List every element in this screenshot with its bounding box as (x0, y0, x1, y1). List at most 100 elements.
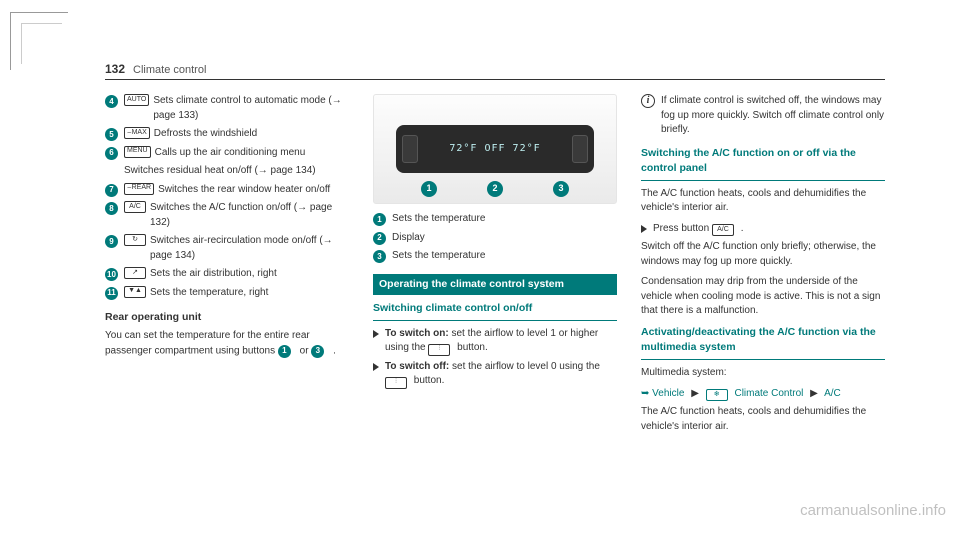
bullet-10: 10 (105, 268, 118, 281)
airflow-icon: ⫶ (428, 344, 450, 356)
text: set the airflow to level 0 using the (452, 361, 600, 372)
callout-2: 2 (487, 181, 503, 197)
divider (373, 320, 617, 321)
ac-icon: A/C (712, 224, 734, 236)
text: or (300, 345, 312, 356)
ac-panel-text: The A/C function heats, cools and dehumi… (641, 187, 885, 216)
condensation-text: Condensation may drip from the underside… (641, 275, 885, 319)
crumb-climate: Climate Control (734, 388, 803, 399)
airdist-icon: ↗ (124, 267, 146, 279)
climate-icon: ❄ (706, 389, 728, 401)
triangle-icon (641, 225, 647, 233)
info-icon: i (641, 94, 655, 108)
info-note: i If climate control is switched off, th… (641, 94, 885, 138)
text: . (333, 345, 336, 356)
legend-text: Sets the temperature (392, 249, 617, 264)
section-title: Climate control (133, 64, 206, 76)
legend-item: 1 Sets the temperature (373, 212, 617, 227)
control-item: 7 ⌢REAR Switches the rear window heater on… (105, 183, 349, 198)
legend-1: 1 (373, 213, 386, 226)
mm-heading: Activating/deactivating the A/C function… (641, 325, 885, 355)
ac-brief-text: Switch off the A/C function only briefly… (641, 240, 885, 269)
airflow-icon: ⫶ (385, 377, 407, 389)
mm-label: Multimedia system: (641, 366, 885, 381)
bullet-4: 4 (105, 95, 118, 108)
divider (641, 359, 885, 360)
step-text: To switch off: set the airflow to level … (385, 360, 617, 389)
info-text: If climate control is switched off, the … (661, 94, 885, 138)
legend-item: 3 Sets the temperature (373, 249, 617, 264)
menu-icon: MENU (124, 146, 151, 158)
chevron-icon: ▶ (810, 388, 818, 399)
mm-text: The A/C function heats, cools and dehumi… (641, 405, 885, 434)
bullet-3-ref: 3 (311, 345, 324, 358)
auto-icon: AUTO (124, 94, 149, 106)
legend-2: 2 (373, 232, 386, 245)
breadcrumb: ➥ Vehicle ▶ ❄ Climate Control ▶ A/C (641, 387, 885, 402)
control-item: 5 ⌢MAX Defrosts the windshield (105, 127, 349, 142)
legend-text: Sets the temperature (392, 212, 617, 227)
triangle-icon (373, 330, 379, 338)
rear-defrost-icon: ⌢REAR (124, 183, 154, 195)
chevron-icon: ▶ (691, 388, 699, 399)
item-text: Calls up the air conditioning menu (155, 146, 349, 161)
divider (641, 180, 885, 181)
bullet-5: 5 (105, 128, 118, 141)
step: Press button A/C . (641, 222, 885, 237)
callout-3: 3 (553, 181, 569, 197)
manual-page: 132 Climate control 4AUTOSets climate co… (105, 62, 885, 440)
column-right: i If climate control is switched off, th… (641, 94, 885, 440)
crumb-ac: A/C (824, 388, 841, 399)
bullet-9: 9 (105, 235, 118, 248)
callout-1: 1 (421, 181, 437, 197)
rear-unit-text: You can set the temperature for the enti… (105, 329, 349, 359)
step: To switch on: set the airflow to level 1… (373, 327, 617, 356)
bullet-11: 11 (105, 287, 118, 300)
item-text: Switches air-recirculation mode on/off (… (150, 234, 349, 263)
bullet-6: 6 (105, 147, 118, 160)
item-text: Sets climate control to automatic mode (… (153, 94, 349, 123)
item-text: Switches the rear window heater on/off (158, 183, 349, 198)
residual-text: Switches residual heat on/off (→ page 13… (105, 164, 349, 179)
item-text: Switches the A/C function on/off (→ page… (150, 201, 349, 230)
section-bar: Operating the climate control system (373, 274, 617, 295)
column-middle: 72°F OFF 72°F 1 2 3 1 Sets the temperatur… (373, 94, 617, 440)
control-item: 9 ↻ Switches air-recirculation mode on/off… (105, 234, 349, 263)
page-header: 132 Climate control (105, 62, 885, 80)
recirc-icon: ↻ (124, 234, 146, 246)
step-text: To switch on: set the airflow to level 1… (385, 327, 617, 356)
item-text: Sets the air distribution, right (150, 267, 349, 282)
text: Press button (653, 223, 712, 234)
ac-panel-heading: Switching the A/C function on or off via… (641, 146, 885, 176)
item-text: Defrosts the windshield (154, 127, 349, 142)
control-item: 4 AUTO Sets climate control to automatic m… (105, 94, 349, 123)
text: button. (414, 375, 445, 386)
legend-item: 2 Display (373, 231, 617, 246)
rear-unit-heading: Rear operating unit (105, 310, 349, 325)
crumb-vehicle: Vehicle (652, 388, 684, 399)
text: . (741, 223, 744, 234)
bullet-8: 8 (105, 202, 118, 215)
step-text: Press button A/C . (653, 222, 885, 237)
control-item: 6 MENU Calls up the air conditioning menu (105, 146, 349, 161)
control-item: 11▼▲Sets the temperature, right (105, 286, 349, 301)
text: button. (457, 342, 488, 353)
triangle-icon (373, 363, 379, 371)
display-panel: 72°F OFF 72°F (396, 125, 594, 173)
control-item: 8 A/C Switches the A/C function on/off (→ … (105, 201, 349, 230)
ac-icon: A/C (124, 201, 146, 213)
climate-panel-figure: 72°F OFF 72°F 1 2 3 (373, 94, 617, 204)
temp-icon: ▼▲ (124, 286, 146, 298)
column-left: 4 AUTO Sets climate control to automatic m… (105, 94, 349, 440)
bold-label: To switch on: (385, 328, 449, 339)
defrost-icon: ⌢MAX (124, 127, 150, 139)
figure-callouts: 1 2 3 (374, 181, 616, 197)
step: To switch off: set the airflow to level … (373, 360, 617, 389)
corner-crop-mark (10, 12, 68, 70)
bold-label: To switch off: (385, 361, 449, 372)
control-item: 10 ↗ Sets the air distribution, right (105, 267, 349, 282)
legend-3: 3 (373, 250, 386, 263)
item-text: Switches residual heat on/off (→ page 13… (124, 164, 349, 179)
legend-text: Display (392, 231, 617, 246)
bullet-7: 7 (105, 184, 118, 197)
